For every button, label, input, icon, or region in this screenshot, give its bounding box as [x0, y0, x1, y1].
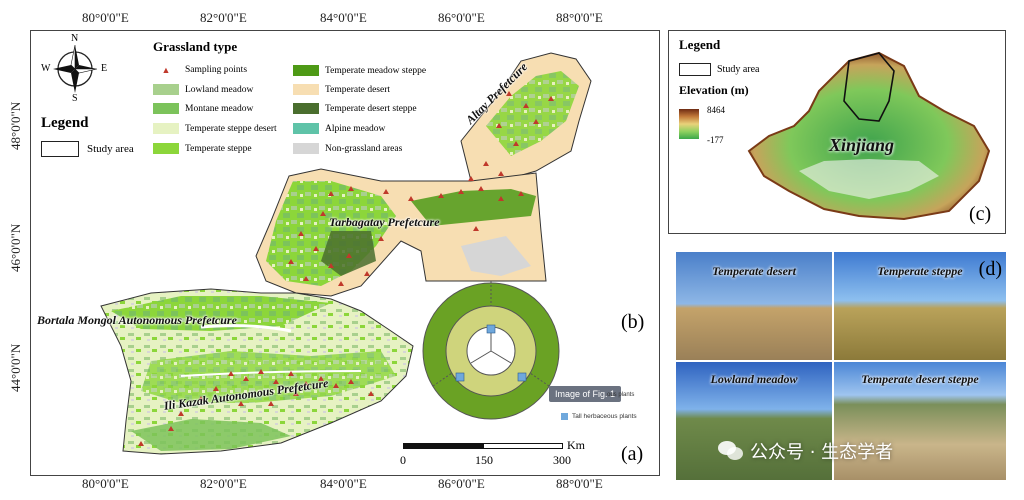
map-panel-a: 80°0'0"E 82°0'0"E 84°0'0"E 86°0'0"E 88°0…: [8, 10, 660, 491]
watermark: 公众号 · 生态学者: [718, 438, 893, 464]
scale-tick-0: 0: [400, 453, 406, 467]
scale-tick-300: 300: [553, 453, 571, 467]
legend-label: Sampling points: [185, 65, 248, 75]
legend-item-temperate-meadow-steppe: Temperate meadow steppe: [293, 65, 426, 76]
legend-label: Non-grassland areas: [325, 143, 403, 154]
legend-item-non-grassland: Non-grassland areas: [293, 143, 402, 154]
legend-label: Temperate steppe desert: [185, 123, 277, 134]
photo-label-temperate-steppe: Temperate steppe: [877, 264, 963, 278]
lat-label-46: 46°0'0"N: [8, 223, 23, 272]
inset-legend-tall-label: Tall herbaceous plants: [572, 413, 637, 420]
elevation-color-ramp: [679, 109, 699, 139]
photo-label-temperate-desert-steppe: Temperate desert steppe: [861, 372, 979, 386]
compass-e: E: [101, 63, 108, 74]
lat-label-48: 48°0'0"N: [8, 101, 23, 150]
legend-label: Montane meadow: [185, 103, 254, 114]
inset-legend-tall-herbaceous: Tall herbaceous plants: [561, 413, 637, 420]
photo-temperate-steppe: Temperate steppe (d): [834, 252, 1006, 360]
legend-heading-a: Legend: [41, 115, 89, 131]
swatch: [293, 123, 319, 134]
triangle-marker-icon: ▲: [161, 65, 171, 75]
swatch: [153, 143, 179, 154]
watermark-text: 公众号 · 生态学者: [750, 442, 894, 463]
swatch: [293, 103, 319, 114]
photo-lowland-meadow: Lowland meadow: [676, 362, 832, 480]
elevation-min: -177: [707, 135, 724, 145]
elevation-title: Elevation (m): [679, 83, 749, 97]
prefecture-label-tarbagatay: Tarbagatay Prefetcure: [329, 215, 440, 229]
study-area-label-c: Study area: [717, 64, 760, 75]
legend-label: Lowland meadow: [185, 84, 254, 95]
lon-label-top-86: 86°0'0"E: [438, 10, 485, 25]
lat-label-44: 44°0'0"N: [8, 343, 23, 392]
inset-legend-partial: ous plants: [607, 392, 635, 398]
legend-heading-c: Legend: [679, 37, 721, 52]
legend-label: Alpine meadow: [325, 123, 386, 134]
legend-study-area-c: Study area: [679, 63, 760, 76]
lon-label-top-82: 82°0'0"E: [200, 10, 247, 25]
photo-temperate-desert: Temperate desert: [676, 252, 832, 360]
legend-item-temperate-steppe-desert: Temperate steppe desert: [153, 123, 277, 134]
lon-label-top-84: 84°0'0"E: [320, 10, 367, 25]
legend-label: Temperate desert: [325, 84, 391, 95]
xinjiang-elevation-map: [747, 51, 991, 221]
study-area-map: [100, 52, 592, 455]
legend-label: Temperate desert steppe: [325, 103, 417, 114]
elevation-max: 8464: [707, 105, 725, 115]
legend-study-area-a: Study area: [41, 141, 134, 157]
plant-structure-diagram: [422, 281, 560, 420]
swatch: [153, 84, 179, 95]
grassland-type-title: Grassland type: [153, 39, 238, 54]
photo-label-lowland-meadow: Lowland meadow: [710, 372, 798, 386]
figure-tooltip: Image of Fig. 1: [549, 386, 622, 402]
legend-label: Temperate meadow steppe: [325, 65, 427, 76]
legend-item-temperate-steppe: Temperate steppe: [153, 143, 252, 154]
compass-w: W: [41, 63, 51, 74]
lon-label-top-88: 88°0'0"E: [556, 10, 603, 25]
compass-n: N: [71, 33, 79, 44]
blue-square-icon: [561, 413, 568, 420]
lon-label-bottom-88: 88°0'0"E: [556, 476, 603, 491]
study-area-swatch: [41, 141, 79, 157]
swatch: [153, 103, 179, 114]
prefecture-label-bortala: Bortala Mongol Autonomous Prefetcure: [37, 313, 237, 327]
legend-label: Temperate steppe: [185, 143, 252, 154]
sampling-points: [138, 91, 554, 446]
lon-label-top-80: 80°0'0"E: [82, 10, 129, 25]
scale-unit: Km: [567, 438, 585, 452]
scale-bar: Km 0 150 300: [400, 438, 603, 467]
legend-item-alpine-meadow: Alpine meadow: [293, 123, 385, 134]
photo-panel-d: Temperate desert Temperate steppe (d) Lo…: [676, 252, 1006, 480]
north-arrow-compass: N S W E: [41, 33, 108, 104]
lon-label-bottom-84: 84°0'0"E: [320, 476, 367, 491]
lon-label-bottom-82: 82°0'0"E: [200, 476, 247, 491]
swatch: [293, 143, 319, 154]
xinjiang-label: Xinjiang: [829, 135, 895, 155]
panel-letter-b: (b): [621, 311, 645, 333]
photo-label-temperate-desert: Temperate desert: [712, 264, 796, 278]
panel-letter-d: (d): [978, 258, 1002, 280]
study-area-label: Study area: [87, 143, 134, 155]
panel-letter-c: (c): [969, 203, 992, 225]
map-frame: N S W E Legend Study area Grassland type…: [30, 30, 660, 476]
study-area-swatch-c: [679, 63, 711, 76]
legend-item-temperate-desert-steppe: Temperate desert steppe: [293, 103, 417, 114]
swatch: [293, 65, 319, 76]
lon-label-bottom-86: 86°0'0"E: [438, 476, 485, 491]
compass-s: S: [72, 93, 78, 104]
legend-item-lowland-meadow: Lowland meadow: [153, 84, 253, 95]
lon-label-bottom-80: 80°0'0"E: [82, 476, 129, 491]
swatch: [293, 84, 319, 95]
legend-item-temperate-desert: Temperate desert: [293, 84, 390, 95]
photo-temperate-desert-steppe: Temperate desert steppe: [834, 362, 1006, 480]
scale-tick-150: 150: [475, 453, 493, 467]
legend-item-montane-meadow: Montane meadow: [153, 103, 253, 114]
legend-item-sampling-points: ▲ Sampling points: [153, 65, 248, 75]
wechat-icon: [718, 441, 744, 461]
swatch: [153, 123, 179, 134]
panel-letter-a: (a): [621, 443, 644, 465]
map-panel-c: Legend Study area Elevation (m) 8464 -17…: [668, 30, 1006, 234]
